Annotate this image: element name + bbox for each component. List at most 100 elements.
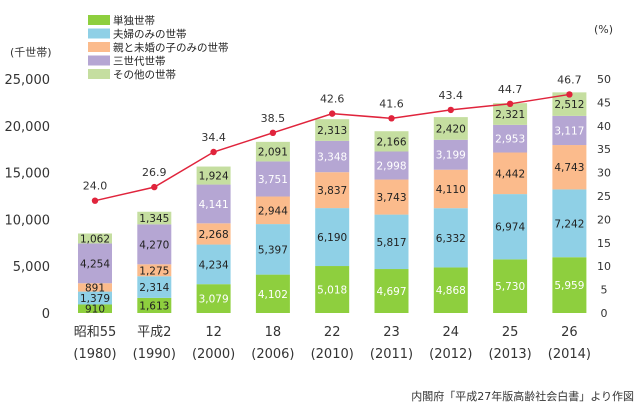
bar-value-label: 4,697 xyxy=(376,286,406,298)
bar-segment xyxy=(493,103,528,125)
rate-value-label: 44.7 xyxy=(498,83,523,96)
y-axis-unit-label: (千世帯) xyxy=(10,46,52,59)
y2-tick-label: 40 xyxy=(597,120,611,133)
source-note: 内閣府「平成27年版高齢社会白書」より作図 xyxy=(411,389,634,403)
x-tick-label: 昭和55 xyxy=(74,325,117,340)
y2-tick-label: 10 xyxy=(597,260,611,273)
bar-segment xyxy=(552,257,587,313)
bar-segment xyxy=(137,264,172,277)
x-tick-year-label: (2006) xyxy=(251,347,294,362)
rate-value-label: 24.0 xyxy=(83,180,108,193)
bar-segment xyxy=(433,117,468,140)
rate-value-label: 34.4 xyxy=(201,131,226,144)
bar-segment xyxy=(255,141,290,162)
bar-segment xyxy=(196,166,231,185)
x-axis: 昭和55 (1980) 平成2 (1990) 12 (2000) 18 (2006) 22 (20… xyxy=(73,325,591,362)
bar-segment xyxy=(433,208,468,268)
x-tick-year-label: (2010) xyxy=(311,347,354,362)
rate-value-label: 42.6 xyxy=(320,93,345,106)
bar-segment xyxy=(255,196,290,225)
legend-swatch xyxy=(88,15,110,25)
bar-value-label: 4,868 xyxy=(436,285,466,297)
y2-tick-label: 5 xyxy=(601,284,608,297)
bar-segment xyxy=(315,140,350,173)
bar-value-label: 2,512 xyxy=(554,99,584,111)
bar-value-label: 1,924 xyxy=(199,171,229,183)
x-tick-year-label: (2013) xyxy=(488,347,531,362)
rate-value-label: 46.7 xyxy=(557,73,582,86)
bar-segment xyxy=(78,233,112,244)
x-tick-label: 12 xyxy=(205,325,222,340)
rate-value-label: 41.6 xyxy=(379,97,404,110)
bar-value-label: 3,199 xyxy=(436,150,466,162)
bar-value-label: 891 xyxy=(85,282,105,294)
x-tick-year-label: (2012) xyxy=(429,347,472,362)
bar-value-label: 5,397 xyxy=(258,244,288,256)
bar-value-label: 1,345 xyxy=(139,213,169,225)
x-tick-label: 25 xyxy=(502,325,519,340)
bar-segment xyxy=(493,259,528,313)
bar-value-label: 2,953 xyxy=(495,134,525,146)
bar-segment xyxy=(315,208,350,267)
x-tick-label: 平成2 xyxy=(137,325,171,340)
bar-segment xyxy=(78,291,112,305)
rate-value-label: 38.5 xyxy=(261,112,286,125)
bar-value-label: 2,944 xyxy=(258,205,288,217)
rate-point xyxy=(329,110,336,117)
y2-tick-label: 50 xyxy=(597,73,611,86)
bar-value-label: 4,743 xyxy=(554,162,584,174)
legend-label: 親と未婚の子のみの世帯 xyxy=(113,41,229,54)
bar-segment xyxy=(78,243,112,284)
bar-segment xyxy=(493,194,528,260)
rate-value-label: 43.4 xyxy=(439,89,464,102)
x-tick-year-label: (1990) xyxy=(133,347,176,362)
bar-value-label: 910 xyxy=(85,304,105,316)
bar-segment xyxy=(315,266,350,313)
bar-segment xyxy=(78,304,112,313)
bar-value-label: 4,234 xyxy=(199,259,229,271)
bar-segment xyxy=(493,152,528,195)
bar-value-label: 2,314 xyxy=(139,282,169,294)
legend-label: その他の世帯 xyxy=(113,68,176,81)
legend-swatch xyxy=(88,42,110,52)
x-tick-label: 23 xyxy=(383,325,400,340)
bar-value-label: 2,268 xyxy=(199,229,229,241)
bar-value-label: 3,117 xyxy=(554,125,584,137)
bar-value-label: 4,442 xyxy=(495,168,525,180)
bar-segment xyxy=(552,92,587,116)
bar-value-label: 4,141 xyxy=(199,199,229,211)
bar-segment xyxy=(255,161,290,197)
rate-point xyxy=(269,129,277,137)
rate-point xyxy=(566,91,573,98)
y2-axis-unit-label: (%) xyxy=(594,23,613,36)
y-tick-label: 5,000 xyxy=(13,260,50,275)
bar-value-label: 2,091 xyxy=(258,147,288,159)
bar-segment xyxy=(137,224,172,265)
y-tick-label: 10,000 xyxy=(5,213,51,228)
bar-value-label: 6,974 xyxy=(495,222,525,234)
rate-point xyxy=(151,183,158,191)
bar-value-label: 2,166 xyxy=(376,136,406,148)
legend-swatch xyxy=(88,55,110,66)
bar-segment xyxy=(433,139,468,170)
x-tick-label: 24 xyxy=(443,325,460,340)
x-tick-label: 22 xyxy=(324,325,341,340)
bar-value-label: 2,998 xyxy=(376,161,406,173)
bar-segment xyxy=(315,172,350,209)
bar-segment xyxy=(196,244,231,285)
x-tick-label: 26 xyxy=(561,325,578,340)
bar-value-label: 2,313 xyxy=(317,125,347,137)
legend-swatch xyxy=(88,69,110,79)
bar-value-label: 4,102 xyxy=(258,289,288,301)
legend-label: 単独世帯 xyxy=(113,14,155,27)
bar-segment xyxy=(552,115,587,146)
y-tick-label: 15,000 xyxy=(5,167,51,182)
bar-value-label: 1,379 xyxy=(80,293,110,305)
bar-segment xyxy=(374,214,409,270)
bar-value-label: 6,332 xyxy=(436,233,466,245)
bar-value-label: 1,062 xyxy=(80,233,110,245)
bar-value-label: 6,190 xyxy=(317,232,347,244)
bar-segment xyxy=(433,169,468,209)
